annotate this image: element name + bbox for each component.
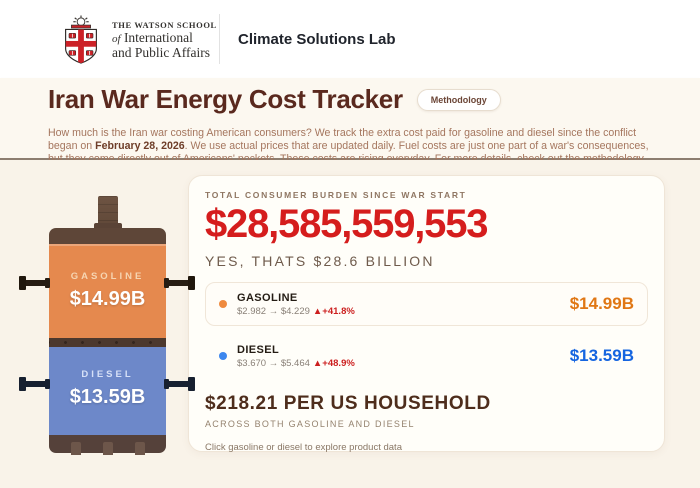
gasoline-row[interactable]: GASOLINE $2.982 → $4.229 ▲+41.8% $14.99B	[205, 282, 648, 326]
total-burden-amount: $28,585,559,553	[205, 202, 488, 246]
tank-base	[49, 435, 166, 455]
household-subtitle: ACROSS BOTH GASOLINE AND DIESEL	[205, 419, 415, 429]
card-kicker: TOTAL CONSUMER BURDEN SINCE WAR START	[205, 190, 467, 200]
tank-handle-upper-left	[19, 276, 50, 290]
gasoline-total-amount: $14.99B	[569, 294, 634, 313]
page-title: Iran War Energy Cost Tracker	[48, 84, 403, 114]
diesel-prices: $3.670 → $5.464	[237, 357, 310, 369]
diesel-total-amount: $13.59B	[569, 346, 634, 365]
diesel-dot-icon	[219, 352, 227, 360]
tank-foot	[103, 442, 113, 455]
explore-hint: Click gasoline or diesel to explore prod…	[205, 442, 402, 453]
tank-gasoline-amount: $14.99B	[69, 288, 146, 310]
brown-crest-icon	[65, 15, 97, 64]
gasoline-row-name: GASOLINE	[237, 291, 298, 304]
methodology-button[interactable]: Methodology	[416, 88, 501, 111]
diesel-price-line: $3.670 → $5.464 ▲+48.9%	[237, 358, 355, 369]
consumer-burden-card: TOTAL CONSUMER BURDEN SINCE WAR START $2…	[188, 175, 665, 453]
tank-rivet-band	[49, 338, 166, 347]
tank-diesel-amount: $13.59B	[69, 386, 146, 408]
tank-handle-upper-right	[164, 276, 195, 290]
gasoline-price-line: $2.982 → $4.229 ▲+41.8%	[237, 306, 355, 317]
gasoline-change: ▲+41.8%	[312, 305, 355, 317]
header: THE WATSON SCHOOL of International and P…	[0, 0, 700, 78]
diesel-row-name: DIESEL	[237, 343, 280, 356]
logo-international: International	[123, 30, 193, 46]
gasoline-dot-icon	[219, 300, 227, 308]
tank-cap-flange	[94, 223, 122, 231]
fuel-tank-illustration: GASOLINE $14.99B DIESEL $13.59B	[15, 190, 215, 465]
diesel-row[interactable]: DIESEL $3.670 → $5.464 ▲+48.9% $13.59B	[205, 334, 648, 378]
main-content: GASOLINE $14.99B DIESEL $13.59B TOTAL CO…	[0, 160, 700, 488]
diesel-change: ▲+48.9%	[312, 357, 355, 369]
tank-handle-lower-left	[19, 377, 50, 391]
hero-section: Iran War Energy Cost Tracker Methodology…	[0, 78, 700, 179]
logo-of: of	[112, 33, 121, 46]
tank-handle-lower-right	[164, 377, 195, 391]
tank-foot	[71, 442, 81, 455]
gasoline-prices: $2.982 → $4.229	[237, 305, 310, 317]
household-headline: $218.21 PER US HOUSEHOLD	[205, 393, 491, 414]
war-start-date: February 28, 2026	[95, 140, 185, 152]
desc-before: How much is the Iran war costing America…	[48, 126, 637, 152]
logo-public-affairs: and Public Affairs	[112, 44, 210, 60]
header-divider	[219, 14, 220, 64]
watson-school-wordmark: THE WATSON SCHOOL of International and P…	[112, 21, 217, 60]
tank-cap	[98, 196, 118, 230]
tank-diesel-section[interactable]: DIESEL $13.59B	[49, 347, 166, 435]
watson-school-logo: THE WATSON SCHOOL of International and P…	[58, 15, 217, 65]
tank-gasoline-section[interactable]: GASOLINE $14.99B	[49, 244, 166, 338]
tank-top-band	[49, 228, 166, 244]
total-burden-subtitle: YES, THATS $28.6 BILLION	[205, 253, 435, 269]
watson-school-line1: THE WATSON SCHOOL	[112, 19, 217, 30]
tank-gasoline-label: GASOLINE	[70, 271, 145, 282]
tank-diesel-label: DIESEL	[81, 369, 134, 380]
lab-name: Climate Solutions Lab	[238, 31, 396, 48]
tank-foot	[135, 442, 145, 455]
